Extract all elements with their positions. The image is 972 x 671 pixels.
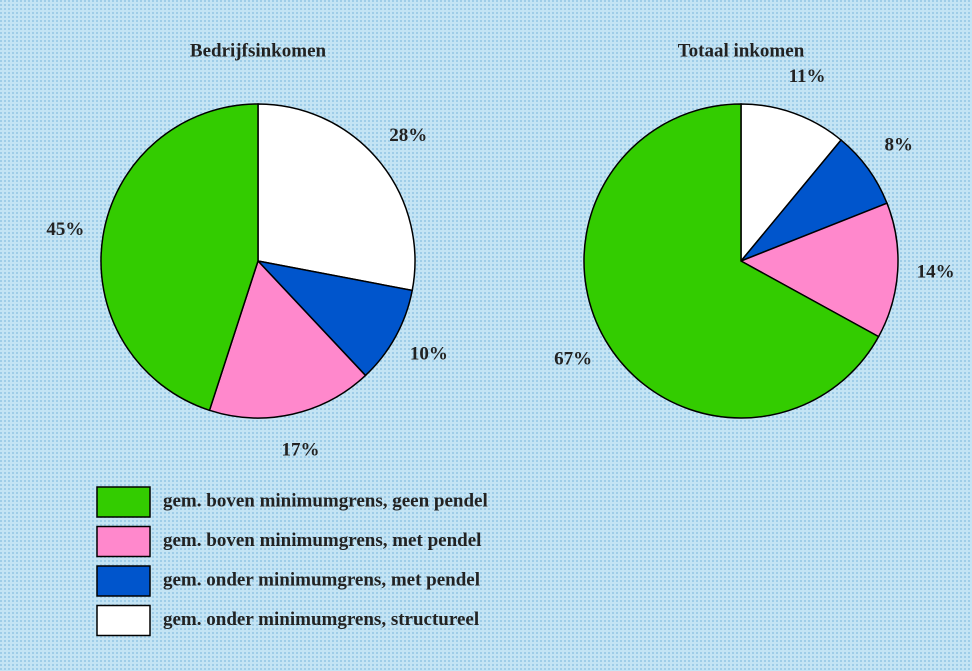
data-label: 28% — [389, 125, 427, 146]
pie-slice — [583, 103, 880, 419]
data-label: 11% — [789, 66, 826, 87]
chart-title: Bedrijfsinkomen — [190, 40, 327, 61]
pie-slice — [740, 103, 843, 264]
pie-slice — [255, 259, 414, 377]
legend-label: gem. onder minimumgrens, structureel — [163, 609, 479, 630]
data-label: 14% — [917, 262, 955, 283]
legend-label: gem. boven minimumgrens, geen pendel — [163, 490, 488, 511]
data-label: 67% — [554, 349, 592, 370]
data-label: 45% — [46, 219, 84, 240]
pie-slice — [739, 202, 899, 338]
legend-label: gem. onder minimumgrens, met pendel — [163, 569, 480, 590]
data-label: 17% — [282, 440, 320, 461]
data-label: 8% — [885, 135, 914, 156]
chart-title: Totaal inkomen — [678, 40, 805, 61]
pie-slice — [100, 103, 259, 412]
legend-swatch — [96, 604, 151, 637]
pie-slice — [257, 103, 416, 292]
legend-label: gem. boven minimumgrens, met pendel — [163, 530, 481, 551]
legend-swatch — [96, 565, 151, 597]
pie-slice — [208, 259, 367, 419]
legend-swatch — [96, 525, 151, 558]
data-label: 10% — [410, 343, 448, 364]
legend-swatch — [96, 486, 151, 518]
